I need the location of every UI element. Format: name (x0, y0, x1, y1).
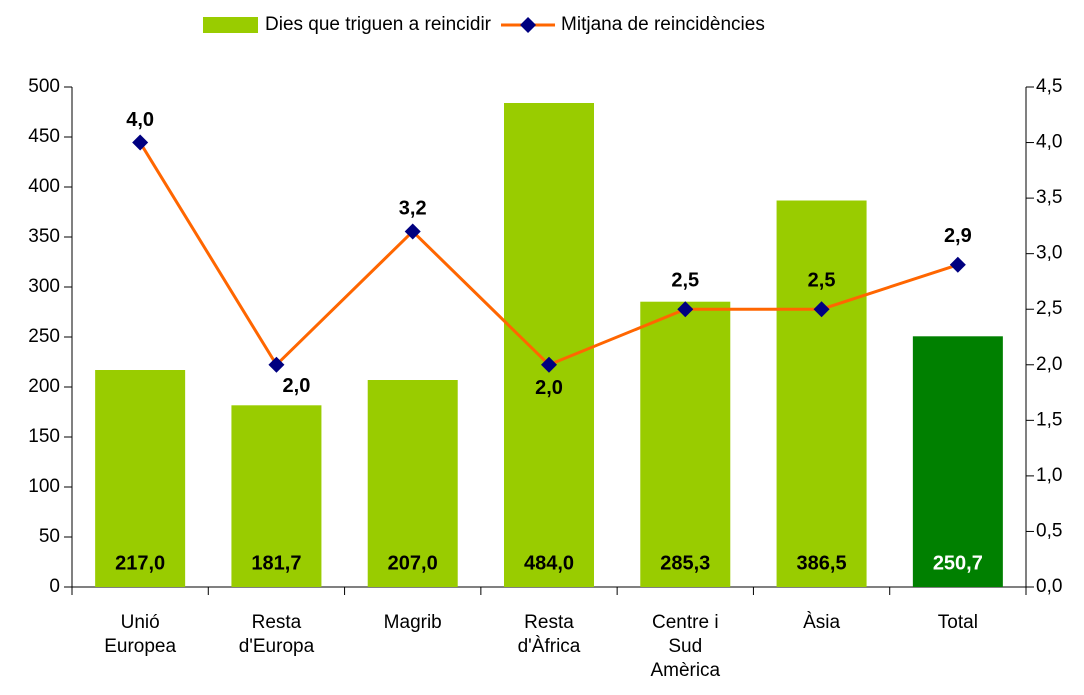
value-label: 2,0 (535, 377, 563, 399)
y2-tick-label: 3,5 (1036, 187, 1062, 208)
legend-label: Mitjana de reincidències (561, 14, 765, 35)
y-tick-label: 400 (28, 176, 60, 197)
bar (95, 370, 186, 587)
x-tick-label: Àsia (803, 612, 840, 633)
y-tick-label: 300 (28, 276, 60, 297)
legend-marker (520, 17, 537, 33)
value-label: 2,5 (671, 270, 699, 292)
legend-label: Dies que triguen a reincidir (265, 14, 492, 35)
y-tick-label: 450 (28, 126, 60, 147)
y-tick-label: 50 (39, 526, 60, 547)
value-label: 3,2 (399, 198, 427, 220)
value-label: 2,9 (944, 225, 972, 247)
y-tick-label: 500 (28, 76, 60, 97)
value-label: 2,5 (808, 270, 836, 292)
x-tick-label: Resta (524, 612, 574, 633)
x-tick-label: d'Europa (239, 636, 315, 657)
bar (640, 301, 731, 587)
x-tick-label: Sud (668, 636, 702, 657)
x-tick-label: Magrib (384, 612, 442, 633)
y-tick-label: 150 (28, 426, 60, 447)
y-tick-label: 0 (49, 576, 60, 597)
value-label: 484,0 (524, 552, 574, 574)
value-label: 181,7 (251, 552, 301, 574)
x-tick-label: d'Àfrica (518, 636, 581, 657)
x-tick-label: Centre i (652, 612, 719, 633)
marker (813, 301, 830, 318)
y2-tick-label: 4,0 (1036, 132, 1062, 153)
marker (541, 356, 557, 373)
y2-tick-label: 1,5 (1036, 409, 1062, 430)
legend-swatch (203, 17, 258, 33)
y-tick-label: 200 (28, 376, 60, 397)
x-tick-label: Europea (104, 636, 176, 657)
value-label: 4,0 (126, 109, 154, 131)
value-label: 217,0 (115, 552, 165, 574)
marker (677, 301, 694, 318)
y2-tick-label: 0,5 (1036, 520, 1062, 541)
value-label: 2,0 (283, 375, 311, 397)
y-tick-label: 350 (28, 226, 60, 247)
x-tick-label: Total (938, 612, 978, 633)
y2-tick-label: 1,0 (1036, 465, 1062, 486)
value-label: 250,7 (933, 552, 983, 574)
bar (776, 200, 867, 587)
x-tick-label: Resta (252, 612, 302, 633)
bar (504, 103, 594, 587)
bar (912, 336, 1003, 587)
y2-tick-label: 2,0 (1036, 354, 1062, 375)
x-tick-label: Unió (121, 612, 160, 633)
marker (132, 134, 149, 151)
marker (949, 256, 966, 273)
value-label: 386,5 (797, 552, 847, 574)
y2-tick-label: 2,5 (1036, 298, 1062, 319)
x-tick-label: Amèrica (650, 660, 720, 681)
marker (404, 223, 421, 240)
bar (231, 405, 322, 587)
marker (268, 356, 285, 373)
y2-tick-label: 3,0 (1036, 243, 1062, 264)
y-tick-label: 100 (28, 476, 60, 497)
bar (367, 380, 458, 587)
value-label: 285,3 (660, 552, 710, 574)
value-label: 207,0 (388, 552, 438, 574)
y2-tick-label: 0,0 (1036, 576, 1062, 597)
y-tick-label: 250 (28, 326, 60, 347)
y2-tick-label: 4,5 (1036, 76, 1062, 97)
